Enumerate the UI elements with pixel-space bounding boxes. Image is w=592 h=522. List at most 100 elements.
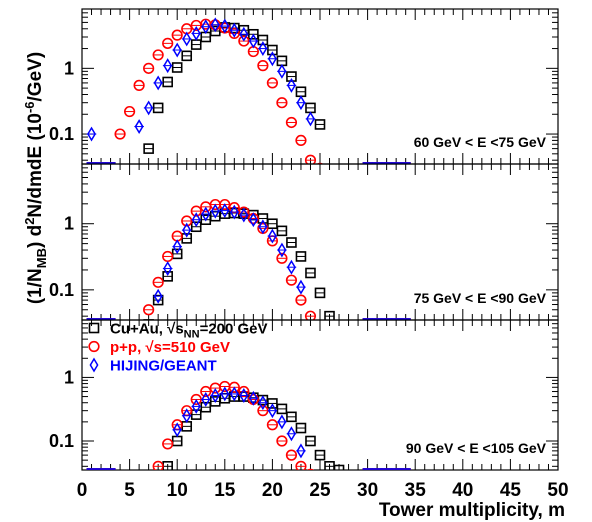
hijing-marker — [296, 279, 306, 295]
hijing-marker — [210, 17, 220, 33]
cuau-marker — [305, 267, 316, 279]
cuau-marker — [295, 251, 307, 262]
y-axis-title-part: (1/N — [25, 268, 46, 304]
pp-series — [152, 380, 315, 470]
hijing-marker — [258, 219, 268, 235]
cuau-marker — [152, 294, 164, 306]
pp-marker — [238, 385, 250, 398]
pp-series — [114, 18, 324, 164]
hijing-marker — [144, 100, 154, 116]
y-axis-title: (1/NMB) d2N/dmdE (10-6/GeV) — [22, 52, 49, 304]
panel-series — [86, 198, 411, 320]
panel-2: 1 0.1 75 GeV < E <90 GeV — [49, 163, 559, 321]
legend-entry-cuau: Cu+Au, √sNN=200 GeV — [88, 321, 268, 341]
hijing-marker — [229, 386, 239, 402]
cuau-marker — [190, 221, 202, 233]
pp-marker — [304, 154, 317, 164]
hijing-marker — [267, 51, 277, 67]
pp-marker — [190, 205, 202, 217]
cuau-marker — [257, 34, 269, 46]
y-axis-title-part: ) d — [25, 225, 46, 248]
x-tick-label: 30 — [357, 480, 378, 501]
panel-3: 1 0.1 90 GeV < E <105 GeV — [49, 319, 559, 471]
y-tick-label: 1 — [64, 214, 74, 234]
pp-marker — [152, 276, 164, 288]
pp-marker — [133, 79, 145, 91]
cuau-marker — [333, 464, 345, 470]
pp-marker — [171, 29, 183, 41]
hijing-marker — [239, 207, 249, 223]
hijing-marker — [210, 203, 220, 219]
x-tick-label: 35 — [405, 480, 427, 501]
x-tick-label: 10 — [167, 480, 188, 501]
hijing-marker — [182, 408, 192, 424]
y-tick-label: 1 — [64, 367, 74, 387]
hijing-marker — [229, 204, 239, 220]
y-axis-title-sup: -6 — [22, 101, 37, 113]
cuau-marker — [276, 225, 288, 237]
pp-marker — [276, 435, 288, 447]
pp-marker — [266, 77, 279, 89]
cuau-marker — [267, 218, 278, 230]
hijing-marker — [172, 239, 182, 255]
pp-marker — [228, 27, 240, 40]
y-axis-title-sup: 2 — [22, 218, 37, 225]
hijing-marker — [201, 206, 211, 222]
x-tick-label: 25 — [309, 480, 331, 501]
cuau-marker — [162, 76, 173, 88]
panel-series — [86, 17, 411, 164]
cuau-marker — [276, 403, 288, 415]
hijing-marker — [296, 95, 306, 111]
hijing-marker — [277, 414, 287, 430]
hijing-marker — [220, 203, 230, 219]
pp-marker — [304, 310, 317, 320]
y-tick-label: 1 — [64, 58, 74, 78]
pp-marker — [219, 198, 231, 211]
pp-marker — [143, 62, 155, 74]
pp-marker — [124, 105, 136, 118]
cuau-marker — [314, 449, 326, 461]
hijing-marker — [258, 41, 268, 57]
pp-marker — [276, 252, 288, 264]
pp-marker — [285, 116, 298, 129]
hijing-marker — [277, 242, 287, 258]
legend-label: Cu+Au, √sNN=200 GeV — [110, 321, 268, 341]
hijing-marker — [163, 58, 173, 74]
cuau-marker — [305, 435, 316, 447]
pp-marker — [114, 128, 126, 140]
cuau-marker — [171, 248, 183, 260]
panel-label: 90 GeV < E <105 GeV — [406, 440, 547, 456]
hijing-marker — [210, 388, 220, 403]
pp-marker — [143, 304, 155, 316]
hijing-marker — [201, 19, 211, 35]
cuau-marker — [152, 102, 164, 114]
hijing-marker — [296, 443, 306, 459]
panel-series — [86, 380, 411, 470]
pp-marker — [295, 294, 307, 306]
hijing-marker — [248, 212, 258, 228]
hijing-marker — [191, 398, 201, 414]
cuau-marker — [314, 287, 326, 299]
hijing-marker — [229, 22, 239, 38]
cuau-marker — [162, 271, 173, 282]
hijing-marker — [220, 386, 230, 402]
hijing-marker — [286, 259, 296, 275]
pp-marker — [266, 419, 279, 431]
cuau-marker — [171, 62, 183, 73]
cuau-marker — [286, 411, 297, 423]
hijing-marker — [182, 222, 192, 238]
legend-label: p+p, √s=510 GeV — [110, 339, 230, 356]
pp-marker — [162, 37, 174, 49]
cuau-marker — [181, 50, 193, 62]
hijing-series — [172, 386, 306, 459]
hijing-marker — [87, 126, 96, 142]
panel-1: 1 0.1 60 GeV < E <75 GeV — [49, 8, 559, 165]
y-axis-title-part: N/dmdE (10 — [25, 113, 46, 218]
hijing-marker — [89, 357, 99, 373]
pp-marker — [152, 460, 164, 470]
cuau-marker — [200, 401, 212, 413]
pp-marker — [257, 60, 269, 72]
hijing-marker — [182, 31, 192, 47]
cuau-marker — [267, 44, 278, 56]
